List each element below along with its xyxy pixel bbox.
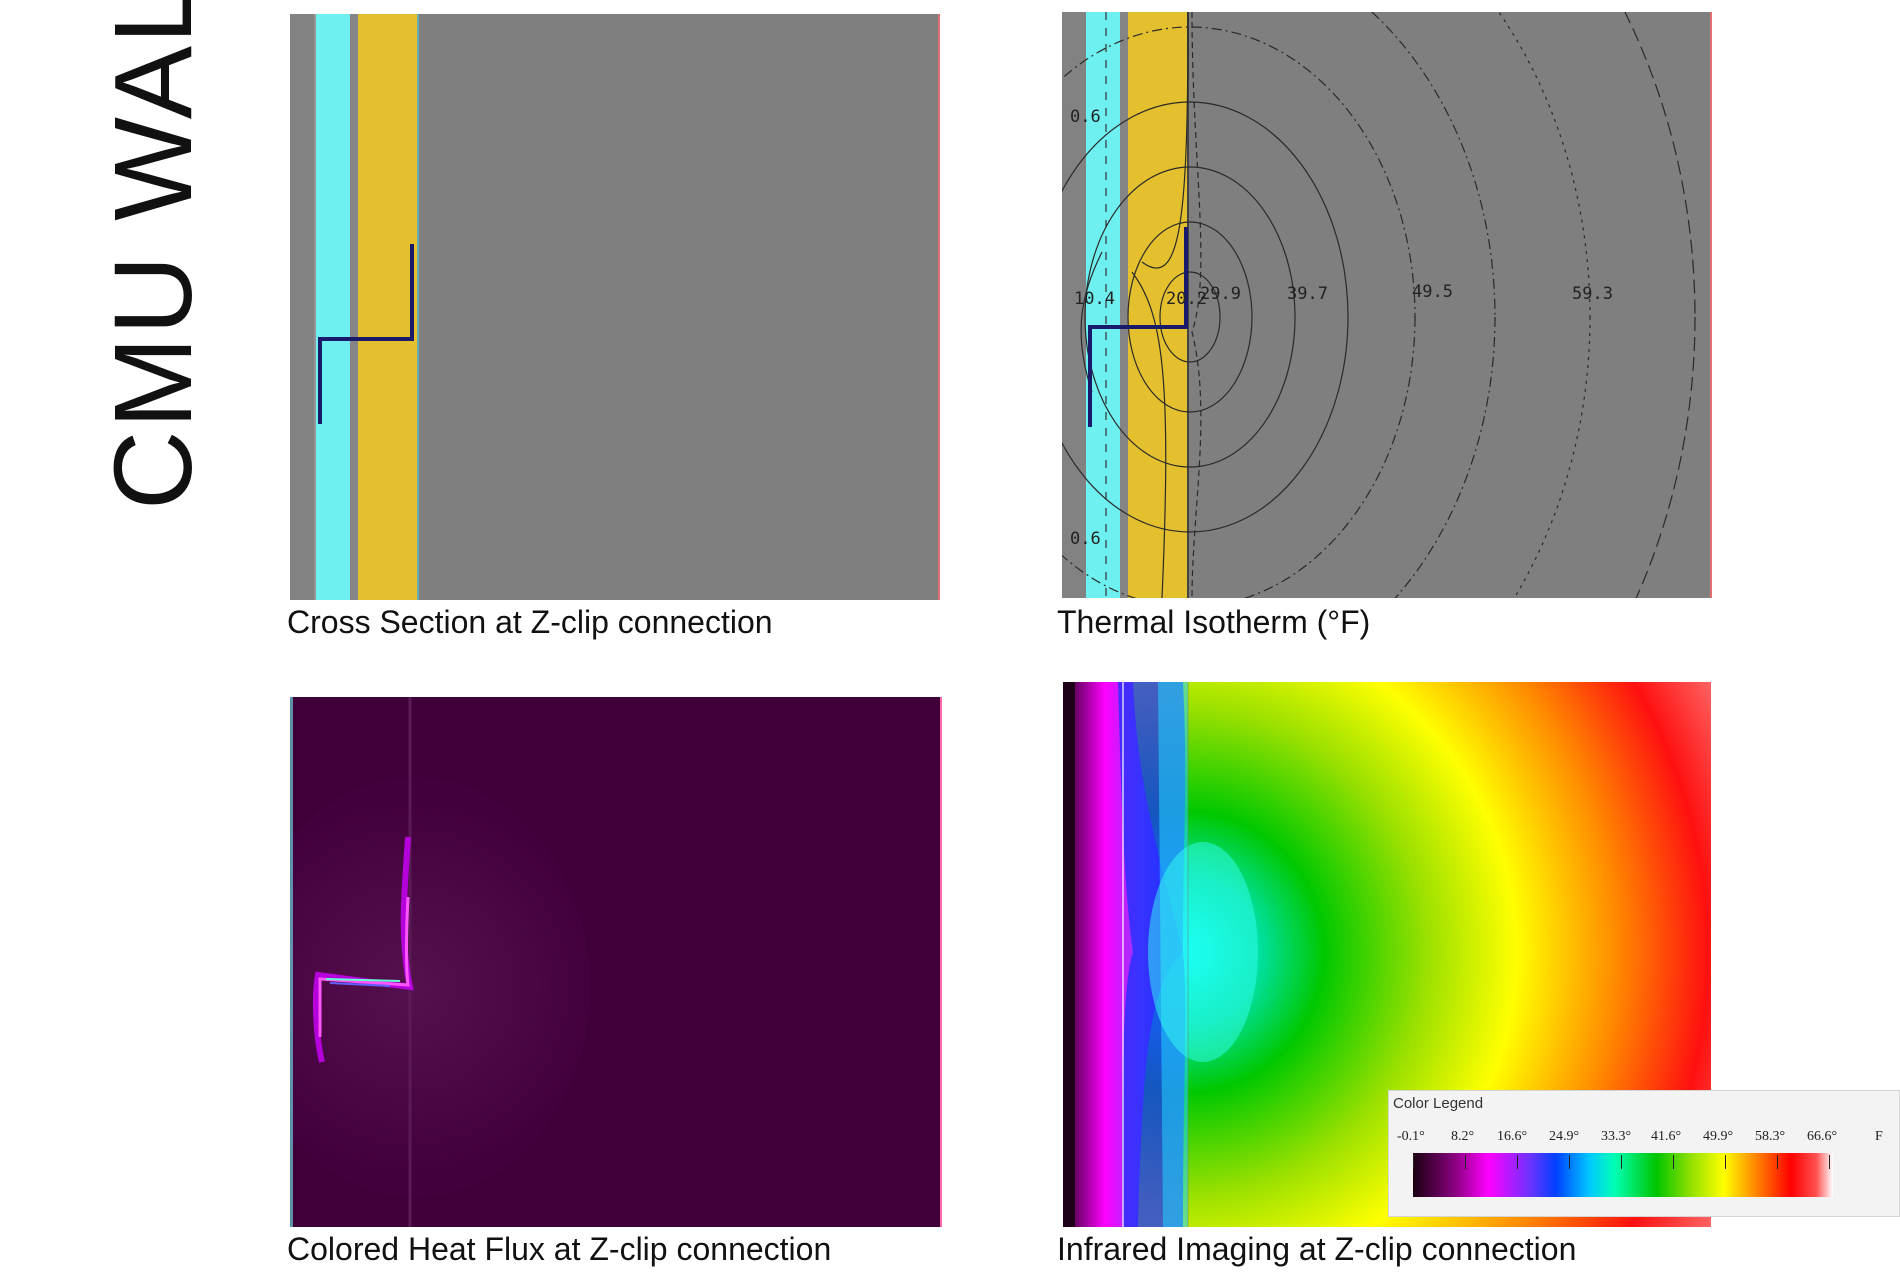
page-title: CMU WALL [92, 0, 215, 510]
legend-unit: F [1875, 1129, 1883, 1144]
isotherm-line [1191, 12, 1202, 598]
infrared-caption: Infrared Imaging at Z-clip connection [1057, 1231, 1577, 1267]
z-clip [318, 244, 414, 424]
iso-sheathing-layer [1128, 12, 1188, 598]
isotherm-label: 0.6 [1070, 529, 1101, 549]
color-legend: Color Legend -0.1° 8.2° 16.6° 24.9° 33.3… [1388, 1090, 1900, 1217]
isotherm-diagram: 0.6 10.4 20.2 29.9 39.7 49.5 59.3 0.6 [1062, 12, 1712, 598]
legend-tick-label: 66.6° [1807, 1129, 1838, 1144]
cross-section-caption: Cross Section at Z-clip connection [287, 604, 773, 640]
exterior-cladding [290, 14, 316, 600]
iso-insulation-layer [1086, 12, 1120, 598]
isotherm-label: 49.5 [1412, 282, 1453, 302]
isotherm-label: 10.4 [1074, 289, 1115, 309]
legend-title: Color Legend [1393, 1095, 1484, 1112]
cross-section-diagram [290, 14, 940, 600]
air-gap [350, 14, 358, 600]
iso-z-clip [1088, 227, 1188, 427]
legend-tick-label: 24.9° [1549, 1129, 1580, 1144]
legend-color-bar [1413, 1153, 1833, 1197]
isotherm-label: 0.6 [1070, 107, 1101, 127]
isotherm-label: 29.9 [1200, 284, 1241, 304]
isotherm-label: 39.7 [1287, 284, 1328, 304]
legend-ticks: -0.1° 8.2° 16.6° 24.9° 33.3° 41.6° 49.9°… [1389, 1129, 1899, 1149]
sheathing-layer [358, 14, 418, 600]
legend-tick-label: -0.1° [1397, 1129, 1425, 1144]
insulation-layer [316, 14, 350, 600]
isotherm-label: 20.2 [1166, 289, 1207, 309]
legend-marks [1413, 1155, 1833, 1169]
infrared-diagram [1063, 682, 1711, 1227]
legend-tick-label: 8.2° [1451, 1129, 1475, 1144]
heat-flux-caption: Colored Heat Flux at Z-clip connection [287, 1231, 832, 1267]
legend-tick-label: 41.6° [1651, 1129, 1682, 1144]
isotherm-caption: Thermal Isotherm (°F) [1057, 604, 1371, 640]
legend-tick-label: 33.3° [1601, 1129, 1632, 1144]
legend-tick-label: 16.6° [1497, 1129, 1528, 1144]
legend-tick-label: 58.3° [1755, 1129, 1786, 1144]
legend-tick-label: 49.9° [1703, 1129, 1734, 1144]
heat-flux-diagram [290, 697, 942, 1227]
isotherm-label: 59.3 [1572, 284, 1613, 304]
